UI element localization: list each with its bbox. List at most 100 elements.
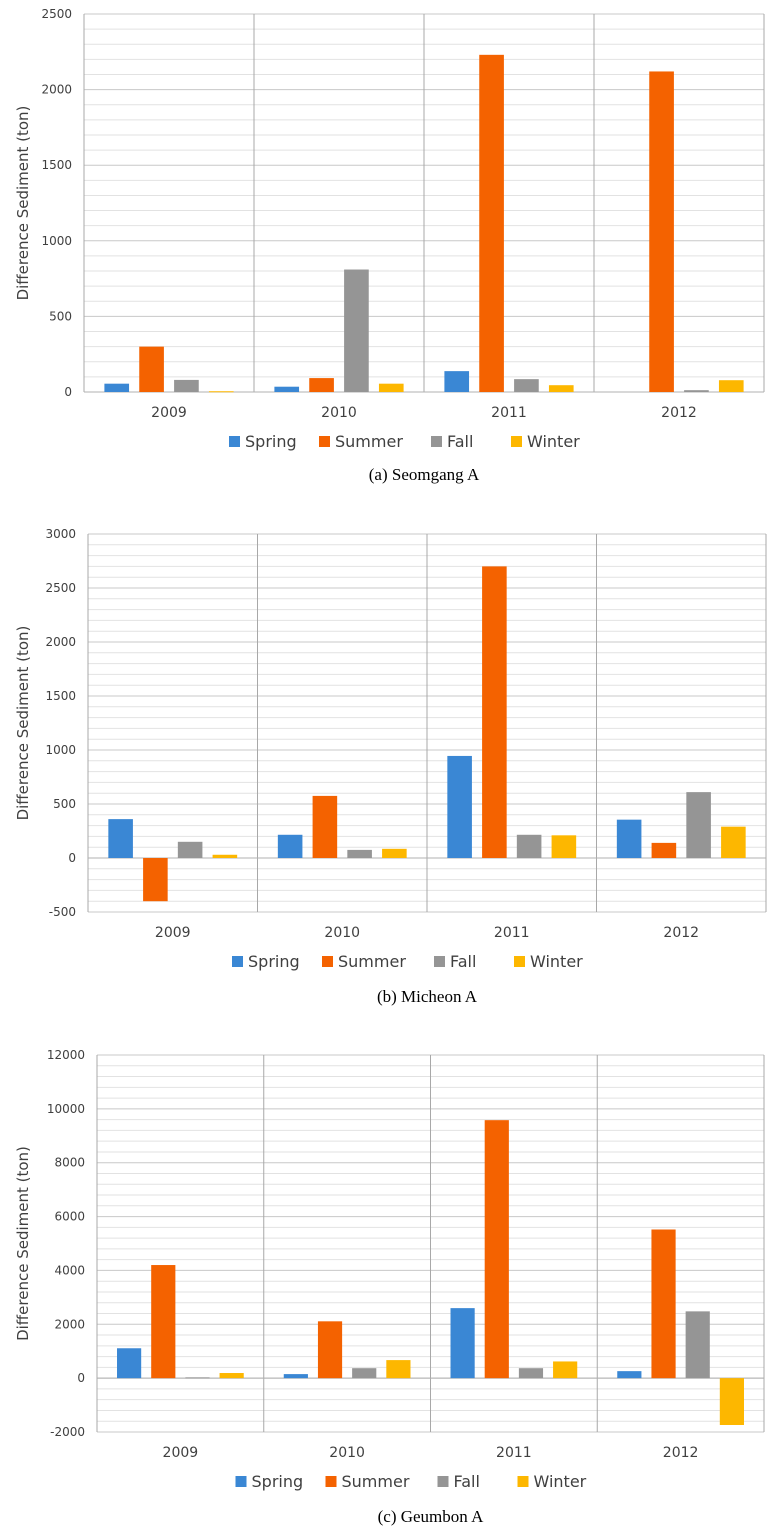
bar-summer-2009 xyxy=(151,1265,176,1379)
y-tick-label: 1500 xyxy=(45,689,76,703)
chart-1: -500 0 500 1000 1500 2000 2500 3000 2009 2010 2011… xyxy=(14,527,767,1006)
bar-winter-2010 xyxy=(382,848,407,858)
y-axis-label: Difference Sediment (ton) xyxy=(14,106,32,301)
legend-label: Winter xyxy=(534,1472,587,1491)
y-tick-label: 6000 xyxy=(54,1210,85,1224)
bar-summer-2010 xyxy=(317,1321,343,1379)
legend-swatch-fall xyxy=(437,1476,449,1487)
bar-winter-2010 xyxy=(386,1360,411,1379)
y-tick-label: 2000 xyxy=(54,1317,85,1331)
legend-swatch-summer xyxy=(319,436,330,447)
bar-fall-2009 xyxy=(185,1377,210,1379)
bar-winter-2009 xyxy=(219,1373,244,1379)
legend: Spring Summer Fall Winter xyxy=(229,432,580,451)
bar-fall-2009 xyxy=(174,379,199,392)
legend-label: Fall xyxy=(450,952,476,971)
bar-fall-2011 xyxy=(516,834,542,858)
x-tick-label: 2010 xyxy=(324,925,360,941)
chart-caption: (a) Seomgang A xyxy=(369,465,480,484)
bar-fall-2009 xyxy=(177,841,203,858)
y-tick-label: 0 xyxy=(64,385,72,399)
y-tick-label: 500 xyxy=(49,309,72,323)
bar-spring-2012 xyxy=(616,819,642,858)
y-tick-label: 1500 xyxy=(41,158,72,172)
legend-swatch-winter xyxy=(517,1476,529,1487)
y-tick-label: 1000 xyxy=(41,234,72,248)
bar-summer-2011 xyxy=(482,566,507,858)
x-tick-label: 2011 xyxy=(496,1445,532,1461)
bar-winter-2012 xyxy=(718,380,744,392)
y-tick-label: 0 xyxy=(68,851,76,865)
chart-caption: (c) Geumbon A xyxy=(378,1507,484,1526)
bar-winter-2011 xyxy=(548,385,574,392)
legend-label: Fall xyxy=(447,432,473,451)
legend-label: Spring xyxy=(248,952,300,971)
x-tick-label: 2012 xyxy=(663,1445,699,1461)
legend: Spring Summer Fall Winter xyxy=(235,1472,587,1491)
y-tick-label: 3000 xyxy=(45,527,76,541)
bar-spring-2009 xyxy=(117,1348,142,1379)
bar-winter-2009 xyxy=(208,391,234,393)
bar-summer-2009 xyxy=(143,858,168,902)
x-tick-label: 2012 xyxy=(661,405,697,421)
bar-winter-2012 xyxy=(719,1378,744,1425)
bar-fall-2012 xyxy=(686,792,711,858)
bar-summer-2011 xyxy=(484,1120,509,1379)
legend-label: Fall xyxy=(454,1472,480,1491)
bar-winter-2011 xyxy=(553,1361,578,1379)
bar-spring-2010 xyxy=(274,386,300,392)
chart-2: -2000 0 2000 4000 6000 8000 10000 12000 2009 2010… xyxy=(14,1048,765,1526)
legend-swatch-spring xyxy=(232,956,243,967)
x-tick-label: 2009 xyxy=(163,1445,199,1461)
bar-spring-2010 xyxy=(283,1374,308,1379)
bar-fall-2011 xyxy=(514,379,539,392)
legend-label: Winter xyxy=(530,952,583,971)
x-tick-label: 2011 xyxy=(494,925,530,941)
bar-winter-2012 xyxy=(721,826,746,858)
bar-fall-2012 xyxy=(684,390,709,392)
legend-label: Spring xyxy=(245,432,297,451)
x-tick-label: 2011 xyxy=(491,405,527,421)
y-tick-label: 0 xyxy=(77,1371,85,1385)
legend-label: Summer xyxy=(338,952,406,971)
bar-winter-2010 xyxy=(378,383,404,392)
bar-spring-2011 xyxy=(447,755,472,858)
legend-swatch-fall xyxy=(434,956,445,967)
y-tick-label: 12000 xyxy=(47,1048,85,1062)
x-tick-label: 2012 xyxy=(663,925,699,941)
bar-spring-2009 xyxy=(104,383,130,392)
legend-swatch-spring xyxy=(235,1476,247,1487)
bar-summer-2012 xyxy=(651,842,677,858)
y-axis-label: Difference Sediment (ton) xyxy=(14,1146,32,1341)
bar-fall-2010 xyxy=(344,269,369,392)
legend-swatch-spring xyxy=(229,436,240,447)
bar-fall-2010 xyxy=(347,849,372,858)
bar-summer-2009 xyxy=(139,346,164,392)
x-tick-label: 2010 xyxy=(329,1445,365,1461)
bar-spring-2009 xyxy=(108,819,133,858)
x-tick-label: 2009 xyxy=(155,925,191,941)
y-axis-label: Difference Sediment (ton) xyxy=(14,626,32,821)
bar-summer-2011 xyxy=(479,54,504,392)
bar-spring-2011 xyxy=(450,1308,475,1379)
y-tick-label: 10000 xyxy=(47,1102,85,1116)
bar-fall-2010 xyxy=(352,1368,377,1379)
legend-swatch-winter xyxy=(511,436,522,447)
bar-spring-2012 xyxy=(617,1371,642,1379)
y-tick-label: 4000 xyxy=(54,1263,85,1277)
bar-fall-2012 xyxy=(685,1311,710,1379)
legend-label: Winter xyxy=(527,432,580,451)
legend-swatch-winter xyxy=(514,956,525,967)
bar-winter-2009 xyxy=(212,854,238,858)
y-tick-label: -500 xyxy=(49,905,76,919)
legend: Spring Summer Fall Winter xyxy=(232,952,583,971)
x-tick-label: 2009 xyxy=(151,405,187,421)
y-tick-label: 2500 xyxy=(41,7,72,21)
bar-spring-2011 xyxy=(444,371,470,392)
bar-summer-2012 xyxy=(649,71,674,393)
chart-caption: (b) Micheon A xyxy=(377,987,478,1006)
legend-label: Summer xyxy=(342,1472,410,1491)
bar-summer-2012 xyxy=(651,1229,676,1379)
y-tick-label: 2500 xyxy=(45,581,76,595)
